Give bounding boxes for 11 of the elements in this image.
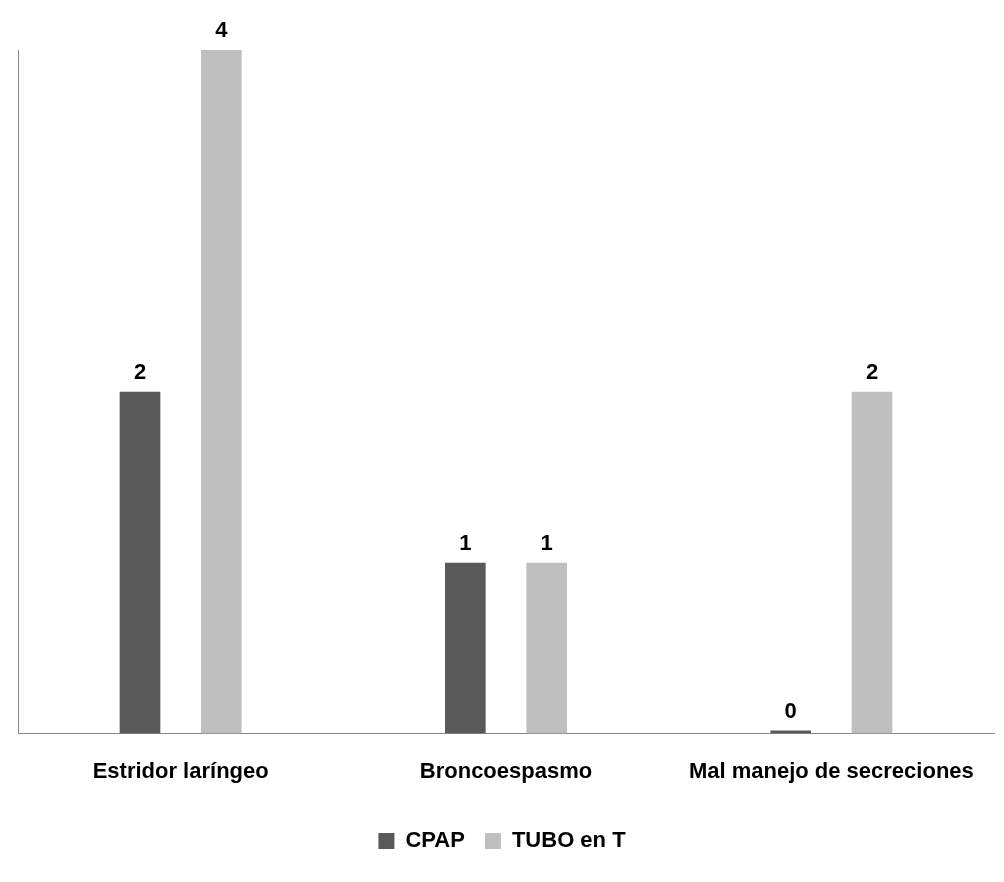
data-label: 0 [784,697,797,723]
data-label: 1 [459,529,472,555]
legend-label: CPAP [405,827,465,853]
data-label: 1 [540,529,553,555]
x-tick-label: Mal manejo de secreciones [688,757,974,783]
data-label: 4 [215,17,229,43]
data-label: 2 [133,358,147,384]
x-tick-label: Estridor laríngeo [92,757,269,783]
legend-label: TUBO en T [511,827,627,853]
x-tick-label: Broncoespasmo [419,757,593,783]
data-label: 2 [865,358,879,384]
